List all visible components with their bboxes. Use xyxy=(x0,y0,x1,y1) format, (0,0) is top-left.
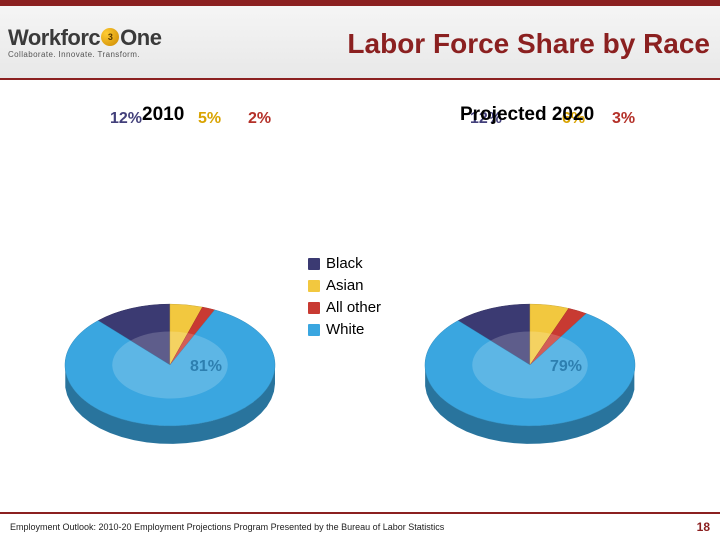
legend-row: White xyxy=(308,321,381,338)
legend-label: Black xyxy=(326,255,363,272)
legend-row: Black xyxy=(308,255,381,272)
brand-part1: Workforc xyxy=(8,25,100,51)
brand-part2: One xyxy=(120,25,161,51)
header: Workforc 3 One Collaborate. Innovate. Tr… xyxy=(0,6,720,80)
pct-label: 79% xyxy=(550,358,582,376)
chart-title: 2010 xyxy=(142,104,184,126)
legend-swatch xyxy=(308,324,320,336)
brand-name: Workforc 3 One xyxy=(8,25,161,51)
pct-label: 2% xyxy=(248,110,271,128)
legend-row: All other xyxy=(308,299,381,316)
legend-row: Asian xyxy=(308,277,381,294)
legend-label: White xyxy=(326,321,364,338)
brand-tagline: Collaborate. Innovate. Transform. xyxy=(8,50,161,59)
legend-swatch xyxy=(308,280,320,292)
footer-text: Employment Outlook: 2010-20 Employment P… xyxy=(10,522,444,532)
page-number: 18 xyxy=(697,520,710,534)
brand-circle-icon: 3 xyxy=(101,28,119,46)
pct-label: 12% xyxy=(110,110,142,128)
brand-logo: Workforc 3 One Collaborate. Innovate. Tr… xyxy=(0,25,161,59)
legend-label: Asian xyxy=(326,277,364,294)
legend-swatch xyxy=(308,258,320,270)
pct-label: 3% xyxy=(612,110,635,128)
chart-title: Projected 2020 xyxy=(460,104,594,126)
footer: Employment Outlook: 2010-20 Employment P… xyxy=(0,512,720,540)
legend: Black Asian All other White xyxy=(308,255,381,343)
pct-label: 5% xyxy=(198,110,221,128)
page-title: Labor Force Share by Race xyxy=(347,28,710,60)
content-area: 12%5%2%81%12%6%3%79%2010Projected 2020 B… xyxy=(0,80,720,500)
pct-label: 81% xyxy=(190,358,222,376)
legend-swatch xyxy=(308,302,320,314)
legend-label: All other xyxy=(326,299,381,316)
